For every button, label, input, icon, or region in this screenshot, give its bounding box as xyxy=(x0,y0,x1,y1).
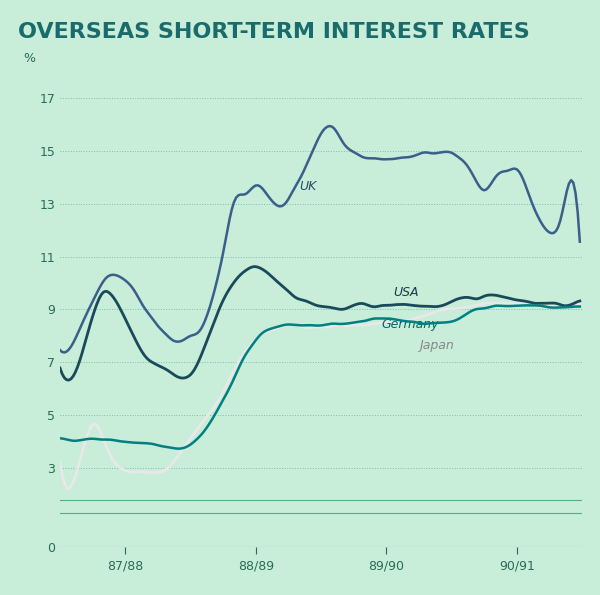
Text: USA: USA xyxy=(393,286,418,299)
Text: %: % xyxy=(23,52,35,65)
Text: OVERSEAS SHORT-TERM INTEREST RATES: OVERSEAS SHORT-TERM INTEREST RATES xyxy=(18,22,530,42)
Text: UK: UK xyxy=(299,180,317,193)
Text: Japan: Japan xyxy=(419,339,454,352)
Text: Germany: Germany xyxy=(382,318,439,331)
